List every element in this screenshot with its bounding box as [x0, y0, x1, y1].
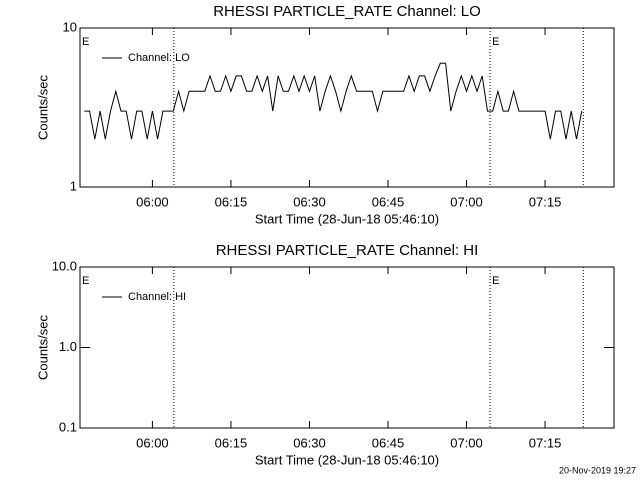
data-line: [84, 62, 583, 140]
y-axis-label: Counts/sec: [35, 74, 50, 140]
chart-title: RHESSI PARTICLE_RATE Channel: LO: [213, 3, 481, 20]
y-tick-label: 1: [70, 178, 77, 193]
event-marker: E: [82, 275, 89, 287]
x-tick-label: 06:00: [136, 194, 169, 209]
legend-label: Channel: LO: [128, 52, 190, 64]
x-tick-label: 06:30: [293, 435, 326, 450]
x-tick-label: 07:15: [529, 435, 562, 450]
event-marker: E: [492, 36, 499, 48]
x-tick-label: 06:00: [136, 435, 169, 450]
x-tick-label: 07:00: [450, 194, 483, 209]
x-tick-label: 07:15: [529, 194, 562, 209]
x-tick-label: 06:30: [293, 194, 326, 209]
x-axis-label: Start Time (28-Jun-18 05:46:10): [255, 452, 439, 467]
x-tick-label: 06:45: [372, 194, 405, 209]
x-tick-label: 06:15: [215, 194, 248, 209]
event-marker: E: [82, 36, 89, 48]
x-axis-label: Start Time (28-Jun-18 05:46:10): [255, 211, 439, 226]
y-tick-label: 1.0: [59, 339, 77, 354]
footer-date: 20-Nov-2019 19:27: [559, 465, 636, 475]
y-tick-label: 10.0: [52, 258, 77, 273]
y-tick-label: 10: [63, 19, 77, 34]
event-marker: E: [492, 275, 499, 287]
legend-label: Channel: HI: [128, 291, 186, 303]
x-tick-label: 07:00: [450, 435, 483, 450]
plot-frame: [79, 27, 615, 188]
x-tick-label: 06:15: [215, 435, 248, 450]
y-axis-label: Counts/sec: [35, 314, 50, 380]
y-tick-label: 0.1: [59, 419, 77, 434]
chart-title: RHESSI PARTICLE_RATE Channel: HI: [216, 242, 479, 259]
x-tick-label: 06:45: [372, 435, 405, 450]
